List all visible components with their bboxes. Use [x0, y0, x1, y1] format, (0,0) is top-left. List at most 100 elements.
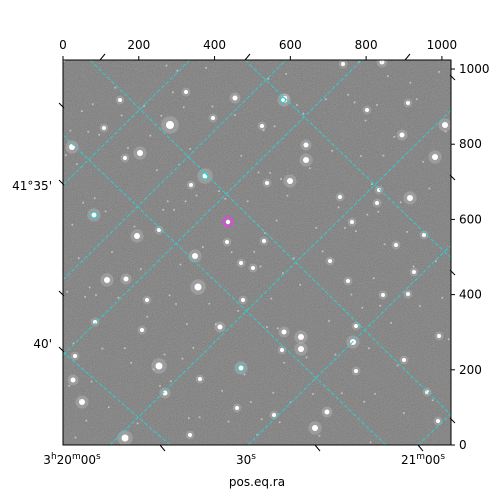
faint-star: [270, 297, 273, 300]
grid-marker: [90, 211, 98, 219]
faint-star: [166, 200, 169, 203]
wcs-tick: [449, 74, 456, 81]
star: [298, 334, 304, 340]
faint-star: [143, 105, 145, 107]
wcs-tick: [244, 53, 251, 61]
faint-star: [286, 194, 289, 197]
grid-marker: [201, 172, 209, 180]
star: [188, 433, 192, 437]
faint-star: [181, 357, 184, 360]
star: [192, 253, 198, 259]
top-tick-label: 800: [355, 38, 378, 52]
wcs-tick: [58, 290, 65, 297]
star: [134, 233, 140, 239]
faint-star: [192, 346, 195, 349]
faint-star: [265, 326, 268, 329]
star: [251, 266, 255, 270]
grid-line: [63, 134, 387, 445]
star: [298, 346, 304, 352]
faint-star: [152, 368, 155, 371]
faint-star: [74, 436, 77, 439]
star: [166, 121, 174, 129]
wcs-tick: [404, 53, 411, 61]
wcs-tick: [449, 174, 456, 181]
faint-star: [390, 321, 393, 324]
faint-star: [107, 406, 110, 409]
faint-star: [361, 306, 364, 309]
star: [402, 358, 406, 362]
faint-star: [98, 133, 101, 136]
faint-star: [305, 356, 308, 359]
star: [312, 425, 318, 431]
faint-star: [227, 420, 230, 423]
faint-star: [233, 114, 236, 117]
faint-star: [195, 194, 198, 197]
faint-star: [272, 391, 275, 394]
right-tick-label: 800: [459, 137, 482, 151]
faint-star: [422, 160, 425, 163]
faint-star: [308, 167, 311, 170]
star: [145, 298, 149, 302]
star: [346, 279, 350, 283]
star: [137, 150, 143, 156]
star: [102, 126, 106, 130]
right-tick-label: 1000: [459, 62, 490, 76]
faint-star: [182, 106, 185, 109]
faint-star: [87, 130, 90, 133]
faint-star: [334, 353, 337, 356]
star: [238, 365, 244, 371]
faint-star: [169, 380, 172, 383]
star: [155, 362, 163, 370]
faint-star: [257, 171, 260, 174]
star: [235, 406, 239, 410]
faint-star: [324, 98, 327, 101]
faint-star: [75, 163, 78, 166]
star: [69, 144, 75, 150]
right-tick-label: 600: [459, 212, 482, 226]
star: [70, 377, 76, 383]
star: [406, 292, 410, 296]
faint-star: [367, 347, 370, 350]
faint-star: [173, 208, 176, 211]
faint-star: [376, 104, 378, 106]
faint-star: [431, 399, 434, 402]
faint-star: [283, 361, 286, 364]
faint-star: [79, 399, 81, 401]
star: [328, 259, 332, 263]
faint-star: [321, 250, 324, 253]
plot-frame: [62, 59, 452, 446]
faint-star: [91, 103, 94, 106]
faint-star: [111, 251, 113, 253]
faint-star: [253, 250, 256, 253]
faint-star: [66, 290, 69, 293]
faint-star: [315, 226, 318, 229]
faint-star: [175, 303, 177, 305]
faint-star: [425, 390, 428, 393]
faint-star: [179, 263, 182, 266]
top-tick-label: 1000: [427, 38, 458, 52]
star: [365, 108, 369, 112]
faint-star: [162, 208, 165, 211]
faint-star: [396, 364, 399, 367]
faint-star: [299, 283, 302, 286]
star: [123, 276, 129, 282]
wcs-tick: [58, 102, 65, 109]
left-tick-label: 40': [33, 337, 52, 351]
faint-star: [130, 361, 133, 364]
faint-star: [382, 154, 385, 157]
faint-star: [240, 154, 243, 157]
faint-star: [214, 323, 217, 326]
faint-star: [347, 93, 350, 96]
faint-star: [221, 389, 224, 392]
faint-star: [356, 324, 359, 327]
faint-star: [380, 60, 383, 63]
star: [198, 377, 202, 381]
faint-star: [441, 296, 444, 299]
faint-star: [168, 294, 171, 297]
faint-star: [123, 347, 126, 350]
faint-star: [281, 272, 284, 275]
faint-star: [276, 327, 279, 330]
sky-image: [63, 60, 451, 445]
star: [211, 116, 215, 120]
faint-star: [370, 183, 373, 186]
